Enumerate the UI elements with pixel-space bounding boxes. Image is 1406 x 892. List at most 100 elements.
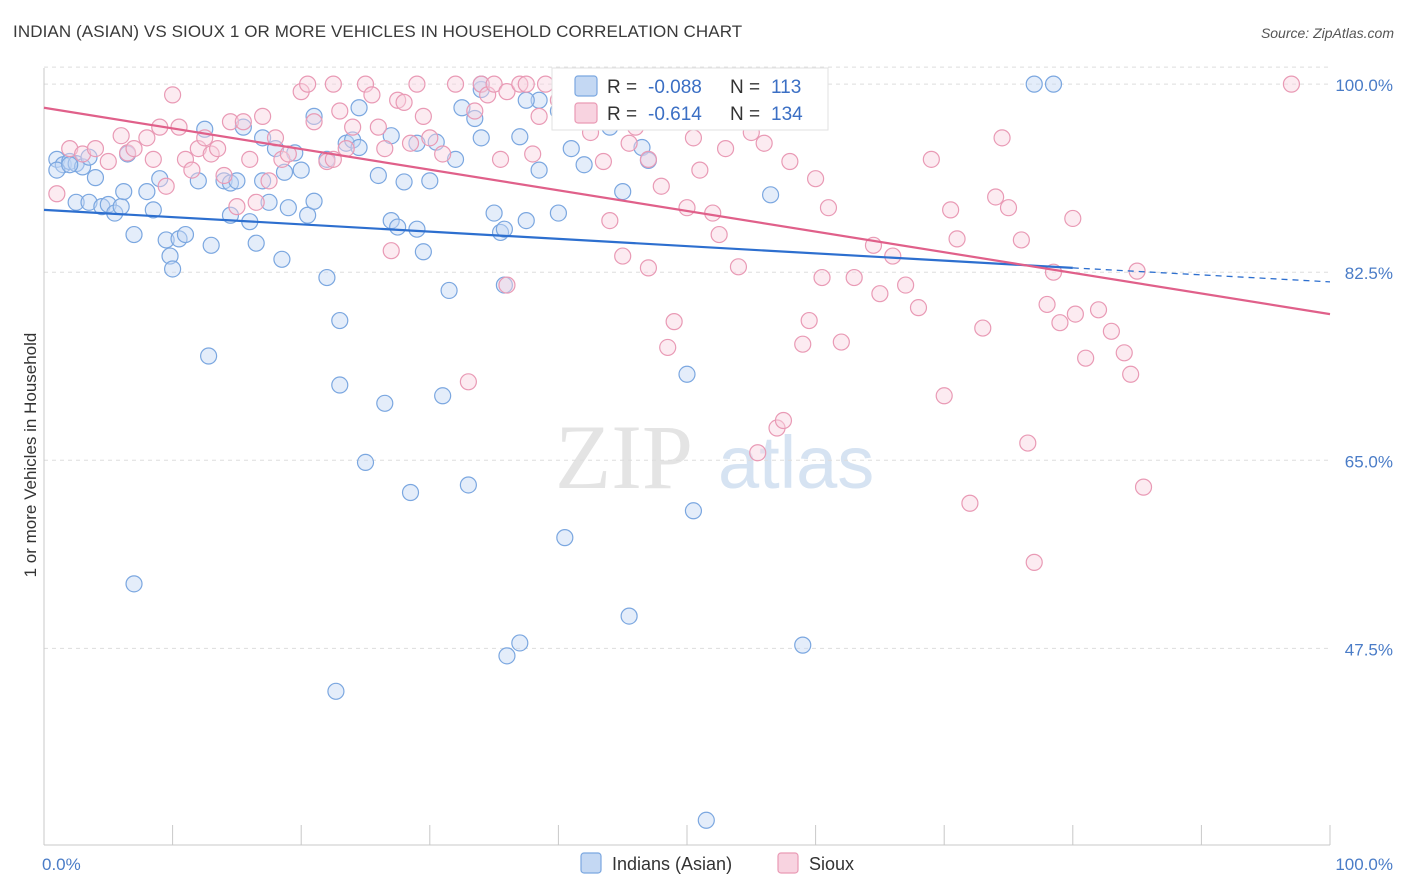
data-point bbox=[73, 158, 92, 176]
data-point bbox=[999, 199, 1018, 217]
data-point bbox=[144, 201, 162, 219]
data-point bbox=[48, 185, 66, 203]
data-point bbox=[498, 276, 516, 294]
data-point bbox=[665, 313, 683, 331]
data-point bbox=[376, 394, 394, 412]
bottom-legend-label-blue: Indians (Asian) bbox=[612, 854, 732, 874]
legend-r-value-blue: -0.088 bbox=[648, 77, 702, 98]
data-point bbox=[697, 811, 715, 829]
data-point bbox=[112, 198, 130, 216]
data-point bbox=[536, 75, 555, 93]
chart-title: INDIAN (ASIAN) VS SIOUX 1 OR MORE VEHICL… bbox=[13, 22, 743, 41]
data-point bbox=[331, 102, 349, 120]
data-point bbox=[164, 86, 182, 104]
data-point bbox=[234, 113, 252, 131]
data-point bbox=[260, 172, 278, 190]
data-point bbox=[327, 682, 345, 700]
data-point bbox=[421, 129, 439, 147]
legend-swatch-pink bbox=[574, 102, 598, 124]
data-point bbox=[684, 129, 703, 147]
data-point bbox=[993, 129, 1011, 147]
data-point bbox=[1102, 322, 1120, 340]
data-point bbox=[318, 268, 336, 287]
data-point bbox=[601, 212, 619, 230]
data-point bbox=[922, 150, 940, 168]
data-point bbox=[511, 128, 529, 146]
data-point bbox=[369, 118, 387, 136]
data-point bbox=[498, 647, 516, 665]
data-point bbox=[299, 206, 317, 224]
data-point bbox=[813, 268, 831, 287]
data-point bbox=[209, 140, 227, 158]
data-point bbox=[1115, 344, 1133, 362]
data-point bbox=[389, 218, 407, 236]
legend-r-label-pink: R = bbox=[607, 104, 637, 125]
data-point bbox=[794, 335, 812, 353]
data-point bbox=[125, 140, 143, 158]
bottom-legend-label-pink: Sioux bbox=[809, 854, 854, 874]
data-point bbox=[1089, 301, 1108, 319]
data-point bbox=[511, 634, 529, 652]
data-point bbox=[279, 199, 297, 217]
data-point bbox=[710, 225, 728, 244]
data-point bbox=[774, 411, 793, 430]
data-point bbox=[73, 145, 92, 163]
data-point bbox=[1025, 75, 1043, 93]
legend-n-label-pink: N = bbox=[730, 104, 760, 125]
data-point bbox=[594, 152, 613, 171]
data-point bbox=[260, 193, 278, 211]
data-point bbox=[350, 138, 368, 157]
legend-r-label-blue: R = bbox=[607, 77, 637, 98]
data-point bbox=[350, 99, 368, 117]
data-point bbox=[421, 172, 439, 190]
data-point bbox=[440, 281, 458, 300]
data-point bbox=[408, 134, 426, 152]
data-point bbox=[228, 198, 246, 216]
data-point bbox=[678, 365, 696, 383]
data-point bbox=[485, 204, 503, 222]
data-point bbox=[125, 575, 143, 593]
data-point bbox=[652, 177, 670, 195]
data-point bbox=[517, 75, 535, 93]
data-point bbox=[215, 166, 233, 185]
data-point bbox=[331, 311, 349, 330]
data-point bbox=[761, 186, 780, 204]
data-point bbox=[935, 387, 953, 405]
data-point bbox=[161, 247, 179, 265]
legend-n-value-blue: 113 bbox=[771, 77, 801, 98]
data-point bbox=[215, 172, 233, 190]
data-point bbox=[948, 230, 966, 248]
trend-lines bbox=[43, 106, 1331, 316]
data-point bbox=[459, 476, 477, 494]
data-point bbox=[183, 161, 201, 179]
legend-swatch-blue bbox=[574, 75, 598, 97]
x-tick-label-max: 100.0% bbox=[1335, 855, 1393, 874]
data-point bbox=[659, 338, 677, 357]
data-point bbox=[1012, 231, 1030, 249]
data-point bbox=[48, 161, 66, 179]
data-point bbox=[562, 140, 580, 158]
watermark-atlas: atlas bbox=[718, 421, 874, 504]
data-point bbox=[189, 140, 207, 158]
data-point bbox=[86, 169, 105, 187]
data-point bbox=[517, 212, 535, 230]
y-tick-label: 100.0% bbox=[1335, 76, 1393, 95]
data-point bbox=[401, 483, 420, 502]
data-point bbox=[491, 150, 510, 168]
data-point bbox=[99, 152, 117, 171]
data-point bbox=[511, 75, 529, 93]
data-point bbox=[138, 182, 156, 201]
y-tick-label: 65.0% bbox=[1345, 452, 1393, 471]
data-point bbox=[401, 134, 420, 152]
watermark-zip: ZIP bbox=[555, 406, 693, 508]
data-point bbox=[254, 107, 272, 125]
data-point bbox=[466, 102, 484, 120]
data-point bbox=[247, 234, 265, 252]
data-point bbox=[884, 247, 902, 265]
data-point bbox=[716, 140, 735, 158]
data-point bbox=[794, 636, 812, 654]
data-point bbox=[749, 444, 767, 462]
data-point bbox=[1019, 434, 1037, 452]
data-point bbox=[620, 607, 638, 625]
data-point bbox=[305, 192, 323, 210]
